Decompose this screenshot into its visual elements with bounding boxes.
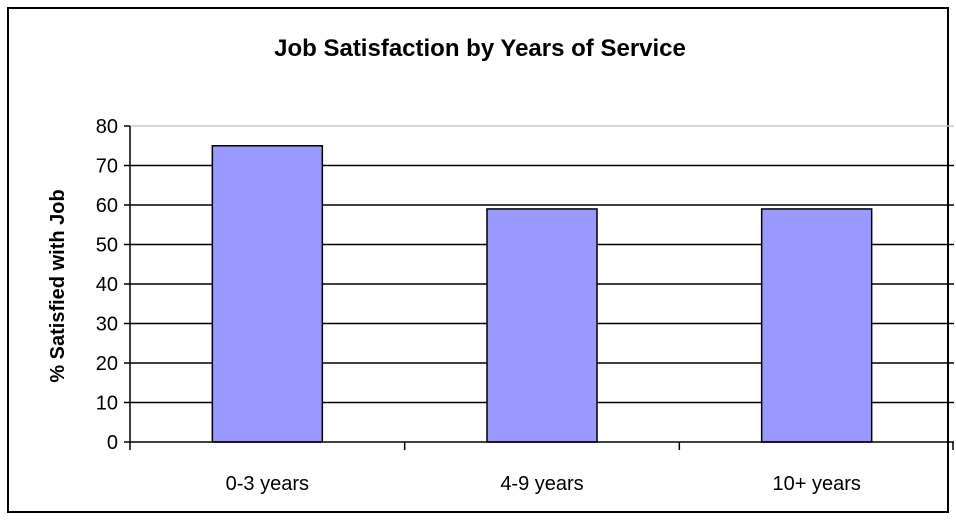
- x-tick-label: 10+ years: [772, 473, 860, 495]
- y-tick-label: 70: [96, 156, 118, 178]
- axes: [124, 125, 954, 450]
- bar-10-years: [760, 208, 873, 443]
- y-tick-label: 50: [96, 235, 118, 257]
- x-tick-labels: 0-3 years 4-9 years 10+ years: [226, 473, 861, 495]
- chart-title: Job Satisfaction by Years of Service: [274, 35, 686, 62]
- y-tick-label: 40: [96, 274, 118, 296]
- y-tick-label: 80: [96, 116, 118, 138]
- y-tick-label: 0: [107, 432, 118, 454]
- y-tick-label: 10: [96, 393, 118, 415]
- y-axis-label: % Satisfied with Job: [47, 189, 69, 382]
- x-tick-label: 0-3 years: [226, 473, 309, 495]
- y-tick-label: 60: [96, 195, 118, 217]
- y-tick-label: 20: [96, 353, 118, 375]
- bar-4-9-years: [486, 208, 598, 443]
- bars: [211, 145, 873, 443]
- y-tick-labels: 0 10 20 30 40 50 60 70 80: [96, 116, 118, 454]
- x-tick-label: 4-9 years: [500, 473, 583, 495]
- y-tick-label: 30: [96, 314, 118, 336]
- bar-0-3-years: [211, 145, 324, 443]
